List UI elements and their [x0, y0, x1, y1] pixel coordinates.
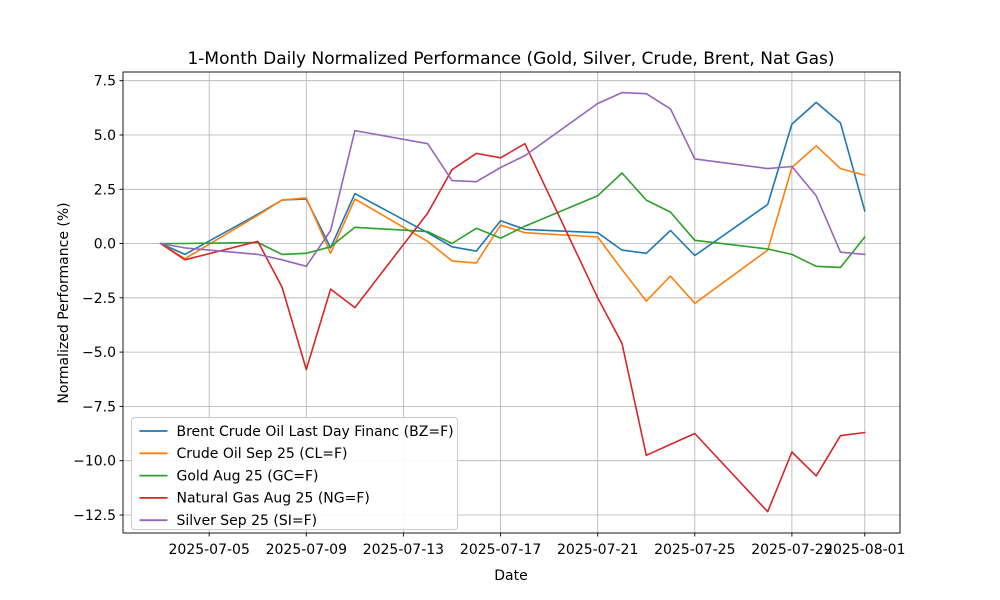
chart-title: 1-Month Daily Normalized Performance (Go… — [187, 49, 834, 69]
y-tick-label: 0.0 — [94, 237, 116, 253]
series-line-4 — [159, 91, 866, 268]
y-tick-label: 2.5 — [94, 182, 116, 198]
y-tick-label: −7.5 — [82, 399, 116, 415]
legend-label-0: Brent Crude Oil Last Day Financ (BZ=F) — [177, 424, 454, 440]
x-tick-label: 2025-07-05 — [169, 542, 250, 558]
plot-border — [122, 71, 901, 534]
x-tick-label: 2025-07-09 — [266, 542, 347, 558]
y-axis-label: Normalized Performance (%) — [56, 202, 72, 403]
legend-label-2: Gold Aug 25 (GC=F) — [177, 468, 319, 484]
legend-label-1: Crude Oil Sep 25 (CL=F) — [177, 446, 348, 462]
x-tick-label: 2025-07-21 — [557, 542, 638, 558]
x-tick-label: 2025-07-13 — [363, 542, 444, 558]
series-line-3 — [159, 142, 866, 513]
series-line-1 — [159, 145, 866, 305]
legend-label-4: Silver Sep 25 (SI=F) — [177, 513, 318, 529]
y-tick-label: −12.5 — [73, 508, 116, 524]
y-tick-label: −10.0 — [73, 454, 116, 470]
x-tick-label: 2025-08-01 — [824, 542, 905, 558]
plot-area: 2025-07-05 2025-07-09 2025-07-13 2025-07-17… — [73, 71, 905, 558]
series-line-2 — [159, 172, 866, 269]
x-tick-label: 2025-07-25 — [654, 542, 735, 558]
y-tick-label: −2.5 — [82, 291, 116, 307]
legend-label-3: Natural Gas Aug 25 (NG=F) — [177, 491, 370, 507]
x-tick-label: 2025-07-17 — [460, 542, 541, 558]
x-tick-label: 2025-07-29 — [751, 542, 832, 558]
x-axis-label: Date — [494, 568, 527, 584]
y-tick-label: −5.0 — [82, 345, 116, 361]
y-tick-label: 7.5 — [94, 74, 116, 90]
legend-box — [131, 417, 458, 530]
y-tick-label: 5.0 — [94, 128, 116, 144]
